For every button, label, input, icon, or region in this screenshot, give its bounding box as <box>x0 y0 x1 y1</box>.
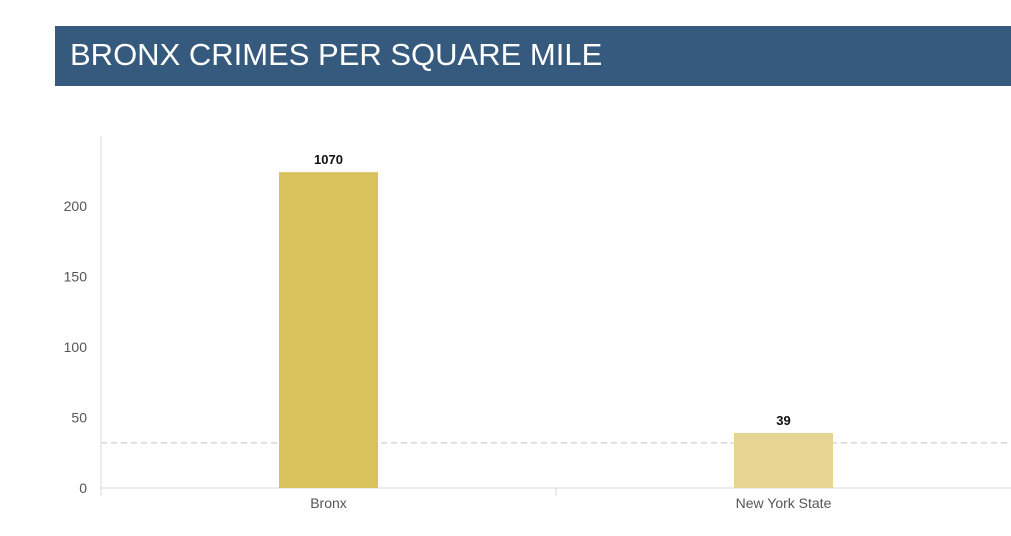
chart-axes: 0 50 100 150 200 <box>64 136 1011 496</box>
bars-group <box>279 172 833 488</box>
y-tick-label: 150 <box>64 269 88 285</box>
data-label: 1070 <box>314 152 343 167</box>
chart-title-bar: BRONX CRIMES PER SQUARE MILE <box>55 26 1011 86</box>
y-tick-label: 100 <box>64 339 88 355</box>
y-tick-label: 200 <box>64 198 88 214</box>
data-label: 39 <box>776 413 790 428</box>
y-tick-label: 50 <box>71 410 87 426</box>
bar-bronx <box>279 172 378 488</box>
y-tick-label: 0 <box>79 480 87 496</box>
x-category-label: New York State <box>736 495 832 511</box>
bar-new-york-state <box>734 433 833 488</box>
labels-group: 1070 Bronx 39 New York State <box>310 152 831 511</box>
chart-title: BRONX CRIMES PER SQUARE MILE <box>70 37 603 72</box>
x-category-label: Bronx <box>310 495 347 511</box>
